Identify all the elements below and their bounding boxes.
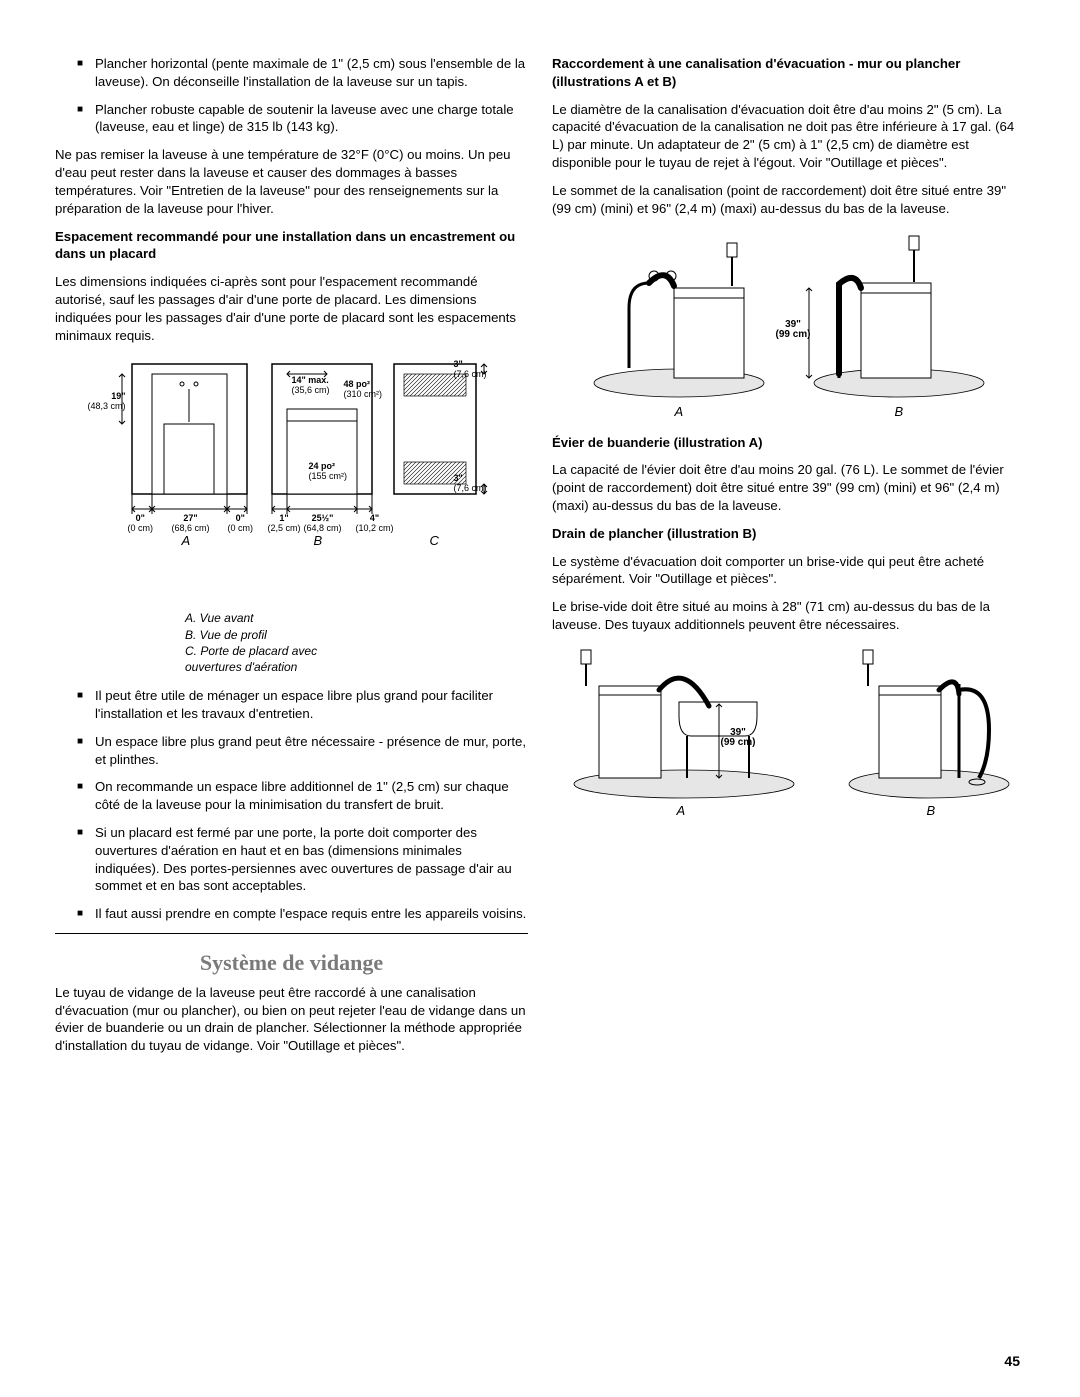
figure-standpipe: 39"(99 cm) A B xyxy=(579,228,999,428)
diagram-svg xyxy=(579,228,999,408)
dim-label: 14" max.(35,6 cm) xyxy=(292,376,330,395)
dim-label: 25½"(64,8 cm) xyxy=(304,514,342,533)
page: Plancher horizontal (pente maximale de 1… xyxy=(0,0,1080,1397)
section-title-drain-system: Système de vidange xyxy=(55,948,528,978)
dim-label: 4"(10,2 cm) xyxy=(356,514,394,533)
paragraph: Ne pas remiser la laveuse à une températ… xyxy=(55,146,528,217)
legend-line: B. Vue de profil xyxy=(185,627,528,643)
dim-label: 3"(7,6 cm) xyxy=(454,360,487,379)
heading-recommended-spacing: Espacement recommandé pour une installat… xyxy=(55,228,528,264)
dim-label: 39"(99 cm) xyxy=(776,320,811,341)
paragraph: Le sommet de la canalisation (point de r… xyxy=(552,182,1025,218)
paragraph: Le brise-vide doit être situé au moins à… xyxy=(552,598,1025,634)
figure-label-b: B xyxy=(314,534,323,548)
figure-label-b: B xyxy=(895,403,904,421)
list-item: Il peut être utile de ménager un espace … xyxy=(77,687,528,723)
figure-label-a: A xyxy=(677,802,686,820)
right-column: Raccordement à une canalisation d'évacua… xyxy=(552,55,1025,1367)
dim-label: 39"(99 cm) xyxy=(721,728,756,749)
figure-laundry-tub-floor-drain: 39"(99 cm) A B xyxy=(559,644,1019,824)
list-item: On recommande un espace libre additionne… xyxy=(77,778,528,814)
page-number: 45 xyxy=(1004,1352,1020,1371)
figure-closet-dimensions: 19"(48,3 cm) 0"(0 cm) 27"(68,6 cm) 0"(0 … xyxy=(92,354,492,604)
heading-standpipe: Raccordement à une canalisation d'évacua… xyxy=(552,55,1025,91)
dim-label: 19"(48,3 cm) xyxy=(88,392,126,411)
bullet-list-2: Il peut être utile de ménager un espace … xyxy=(55,687,528,923)
dim-label: 1"(2,5 cm) xyxy=(268,514,301,533)
paragraph: La capacité de l'évier doit être d'au mo… xyxy=(552,461,1025,514)
figure-label-a: A xyxy=(675,403,684,421)
paragraph: Le système d'évacuation doit comporter u… xyxy=(552,553,1025,589)
dim-label: 48 po²(310 cm²) xyxy=(344,380,383,399)
paragraph: Le diamètre de la canalisation d'évacuat… xyxy=(552,101,1025,172)
figure-label-b: B xyxy=(927,802,936,820)
figure-label-a: A xyxy=(182,534,191,548)
figure-label-c: C xyxy=(430,534,439,548)
list-item: Un espace libre plus grand peut être néc… xyxy=(77,733,528,769)
legend-line: C. Porte de placard avec ouvertures d'aé… xyxy=(185,643,365,675)
dim-label: 0"(0 cm) xyxy=(228,514,254,533)
list-item: Il faut aussi prendre en compte l'espace… xyxy=(77,905,528,923)
paragraph: Les dimensions indiquées ci-après sont p… xyxy=(55,273,528,344)
bullet-list-1: Plancher horizontal (pente maximale de 1… xyxy=(55,55,528,136)
figure-legend: A. Vue avant B. Vue de profil C. Porte d… xyxy=(185,610,528,675)
dim-label: 27"(68,6 cm) xyxy=(172,514,210,533)
heading-floor-drain: Drain de plancher (illustration B) xyxy=(552,525,1025,543)
list-item: Plancher horizontal (pente maximale de 1… xyxy=(77,55,528,91)
list-item: Plancher robuste capable de soutenir la … xyxy=(77,101,528,137)
list-item: Si un placard est fermé par une porte, l… xyxy=(77,824,528,895)
paragraph: Le tuyau de vidange de la laveuse peut ê… xyxy=(55,984,528,1055)
dim-label: 24 po²(155 cm²) xyxy=(309,462,348,481)
heading-laundry-tub: Évier de buanderie (illustration A) xyxy=(552,434,1025,452)
diagram-svg xyxy=(559,644,1019,804)
legend-line: A. Vue avant xyxy=(185,610,528,626)
dim-label: 0"(0 cm) xyxy=(128,514,154,533)
divider xyxy=(55,933,528,934)
dim-label: 3"(7,6 cm) xyxy=(454,474,487,493)
left-column: Plancher horizontal (pente maximale de 1… xyxy=(55,55,528,1367)
